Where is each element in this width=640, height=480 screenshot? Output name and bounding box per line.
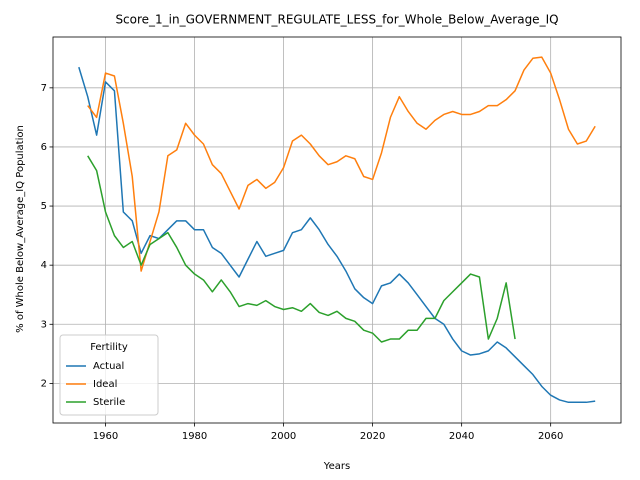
line-series bbox=[78, 66, 596, 404]
plot-frame bbox=[52, 36, 622, 424]
legend: Fertility Actual Ideal Sterile bbox=[59, 334, 159, 416]
legend-box bbox=[59, 334, 159, 416]
y-tick-label: 5 bbox=[41, 201, 47, 212]
legend-label: Sterile bbox=[93, 397, 125, 408]
x-axis-label: Years bbox=[323, 461, 350, 472]
y-tick-label: 2 bbox=[41, 378, 47, 389]
line-series bbox=[87, 155, 516, 343]
y-axis-label: % of Whole Below_Average_IQ Population bbox=[15, 125, 26, 333]
y-tick-label: 3 bbox=[41, 319, 47, 330]
legend-label: Ideal bbox=[93, 379, 117, 390]
line-series bbox=[87, 56, 596, 272]
x-tick-label: 1980 bbox=[182, 431, 207, 442]
chart-title: Score_1_in_GOVERNMENT_REGULATE_LESS_for_… bbox=[115, 13, 558, 27]
y-tick-label: 4 bbox=[41, 260, 47, 271]
legend-label: Actual bbox=[93, 361, 124, 372]
x-tick-label: 2000 bbox=[271, 431, 296, 442]
x-tick-label: 2040 bbox=[449, 431, 474, 442]
x-tick-label: 2060 bbox=[538, 431, 563, 442]
x-tick-label: 1960 bbox=[93, 431, 118, 442]
legend-title: Fertility bbox=[90, 342, 128, 353]
x-tick-label: 2020 bbox=[360, 431, 385, 442]
y-tick-label: 7 bbox=[41, 83, 47, 94]
y-tick-label: 6 bbox=[41, 142, 47, 153]
